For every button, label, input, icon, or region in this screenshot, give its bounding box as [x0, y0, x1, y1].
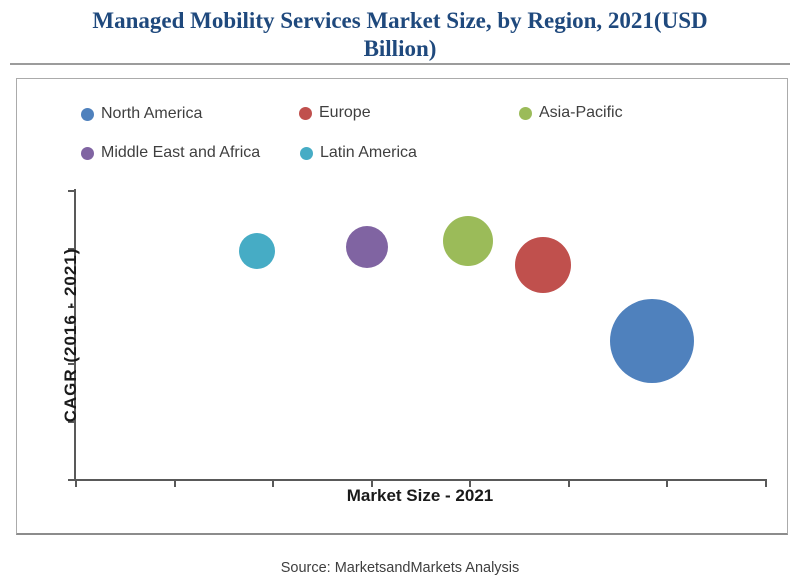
title-divider — [10, 63, 790, 65]
y-axis-title: CAGR (2016 - 2021) — [61, 247, 80, 423]
asia-pacific-legend-dot-icon — [519, 106, 532, 120]
legend-item-north-america: North America — [81, 105, 202, 123]
y-axis-tick — [68, 248, 75, 250]
x-axis-tick — [272, 479, 274, 487]
legend-label: Europe — [319, 104, 371, 121]
chart-title-line1: Managed Mobility Services Market Size, b… — [92, 8, 708, 33]
x-axis-tick — [75, 479, 77, 487]
legend-item-europe: Europe — [299, 104, 371, 122]
x-axis-tick — [765, 479, 767, 487]
north-america-legend-dot-icon — [81, 107, 94, 121]
y-axis-tick — [68, 363, 75, 365]
y-axis — [74, 189, 76, 481]
legend-label: Asia-Pacific — [539, 104, 623, 121]
bubble-north-america — [610, 299, 694, 383]
y-axis-tick — [68, 190, 75, 192]
source-caption: Source: MarketsandMarkets Analysis — [280, 560, 520, 576]
x-axis — [74, 479, 767, 481]
chart-title: Managed Mobility Services Market Size, b… — [0, 7, 800, 63]
y-axis-tick — [68, 421, 75, 423]
legend-item-asia-pacific: Asia-Pacific — [519, 104, 623, 122]
x-axis-tick — [568, 479, 570, 487]
bubble-middle-east-and-africa — [346, 226, 388, 268]
legend-label: North America — [101, 105, 203, 122]
x-axis-title: Market Size - 2021 — [346, 486, 494, 505]
bubble-europe — [515, 237, 571, 293]
europe-legend-dot-icon — [299, 106, 312, 120]
legend-label: Middle East and Africa — [101, 144, 261, 161]
x-axis-tick — [371, 479, 373, 487]
legend-item-latin-america: Latin America — [300, 144, 417, 162]
latin-america-legend-dot-icon — [300, 146, 313, 160]
bubble-asia-pacific — [443, 216, 493, 266]
plot-area: North America Europe Asia-Pacific Middle… — [16, 78, 788, 535]
middle-east-africa-legend-dot-icon — [81, 146, 94, 160]
chart-title-line2: Billion) — [363, 36, 437, 61]
bubble-latin-america — [239, 233, 275, 269]
x-axis-tick — [469, 479, 471, 487]
legend-label: Latin America — [320, 144, 417, 161]
y-axis-tick — [68, 479, 75, 481]
x-axis-tick — [174, 479, 176, 487]
x-axis-tick — [666, 479, 668, 487]
y-axis-tick — [68, 306, 75, 308]
legend-item-middle-east-africa: Middle East and Africa — [81, 144, 260, 162]
